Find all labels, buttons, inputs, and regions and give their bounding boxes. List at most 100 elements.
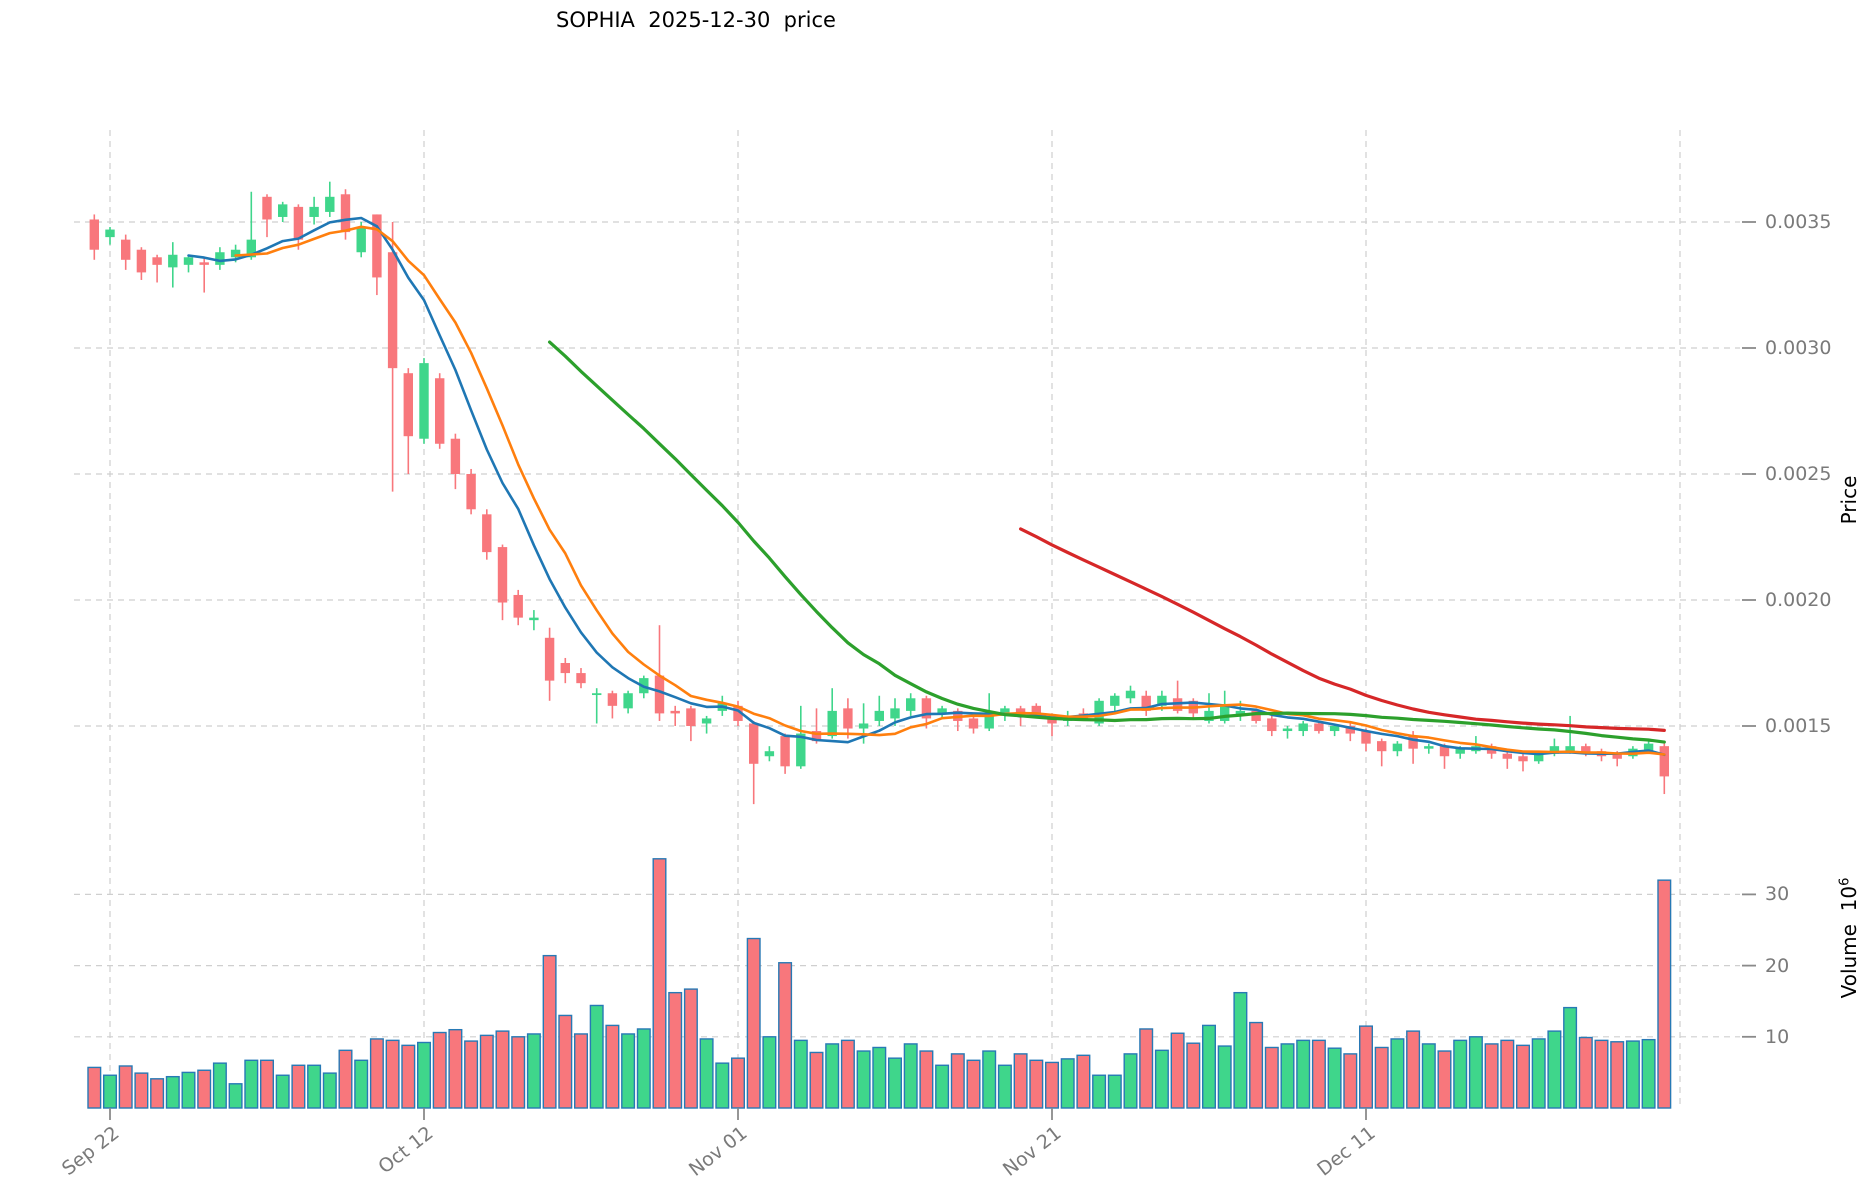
candle-body-down (654, 675, 665, 714)
volume-axis-label-text: Volume (1837, 924, 1861, 999)
volume-bar (872, 1046, 887, 1109)
chart-title: SOPHIA 2025-12-30 price (556, 8, 836, 32)
volume-bar (1233, 991, 1248, 1109)
volume-bar (244, 1059, 259, 1109)
volume-bar (1139, 1028, 1154, 1109)
volume-bar (1280, 1043, 1295, 1109)
candle-body-down (544, 637, 555, 681)
candle-body-down (450, 438, 461, 474)
volume-bar (1374, 1046, 1389, 1109)
volume-tick-label: 20 (1765, 954, 1790, 977)
volume-bar (1217, 1045, 1232, 1109)
volume-bar (574, 1033, 589, 1109)
candle-body-up (1000, 708, 1010, 716)
candle-body-down (262, 196, 272, 220)
volume-bar (715, 1062, 730, 1109)
candle-body-up (1220, 705, 1230, 721)
candle-body-up (246, 239, 256, 258)
volume-bar (652, 858, 667, 1109)
volume-bar (526, 1033, 541, 1109)
candle-body-up (529, 617, 539, 621)
volume-bar (448, 1028, 463, 1109)
candle-body-up (105, 229, 115, 238)
volume-bar (636, 1028, 651, 1109)
volume-bar (605, 1024, 620, 1109)
candle-body-down (1502, 753, 1512, 759)
volume-bar (134, 1072, 149, 1109)
candle-body-up (1110, 695, 1120, 706)
candle-body-up (592, 693, 602, 696)
candle-body-up (858, 723, 869, 729)
volume-bar (1625, 1040, 1640, 1109)
candle-body-down (686, 708, 696, 726)
candle-body-down (560, 663, 570, 674)
volume-bar (1484, 1043, 1499, 1109)
volume-bar (369, 1038, 384, 1109)
volume-bar (181, 1071, 196, 1109)
volume-bar (495, 1030, 510, 1109)
candle-body-down (1581, 746, 1591, 754)
volume-axis-label-base: 10 (1837, 885, 1861, 912)
volume-bar (511, 1036, 526, 1109)
candle-body-up (1424, 746, 1434, 749)
volume-bar (1107, 1074, 1122, 1109)
volume-bar (699, 1038, 714, 1109)
candle-body-down (121, 239, 131, 260)
volume-bar (1170, 1032, 1185, 1109)
volume-bar (1201, 1024, 1216, 1109)
candle-body-down (89, 219, 99, 250)
candle-body-up (984, 713, 994, 729)
volume-bar (683, 988, 698, 1109)
volume-bar (275, 1074, 290, 1109)
candle-body-down (1518, 756, 1528, 762)
candle-body-up (1534, 753, 1544, 762)
price-tick-label: 0.0035 (1765, 211, 1832, 233)
candle-body-down (607, 693, 618, 706)
candle-body-up (215, 252, 225, 265)
candle-body-up (1282, 728, 1293, 732)
volume-bar (809, 1051, 824, 1109)
candle-body-up (1565, 746, 1575, 752)
axis-tick-marks (109, 221, 1756, 1120)
volume-bar (1453, 1039, 1468, 1109)
volume-bar (464, 1040, 479, 1109)
volume-bar (668, 991, 683, 1109)
volume-bar (479, 1034, 494, 1109)
candle-body-down (576, 673, 586, 684)
volume-bar (385, 1039, 400, 1109)
candle-body-down (1377, 741, 1387, 752)
volume-bar (1296, 1039, 1311, 1109)
candle-body-down (1314, 723, 1324, 732)
volume-bar (1154, 1049, 1169, 1109)
volume-bar (950, 1053, 965, 1109)
candle-body-up (874, 710, 884, 721)
volume-bar (1610, 1041, 1625, 1109)
ma-line-sma7 (187, 216, 1666, 757)
volume-bar (1343, 1053, 1358, 1109)
price-tick-label: 0.0025 (1765, 463, 1832, 485)
volume-bar (1657, 879, 1672, 1109)
candle-body-down (435, 378, 445, 444)
candle-body-up (906, 698, 916, 711)
candle-body-up (1094, 700, 1104, 724)
candle-body-down (513, 594, 523, 618)
volume-bar (888, 1057, 903, 1109)
candle-body-down (670, 710, 680, 714)
candle-body-down (1439, 746, 1450, 757)
volume-bar (1563, 1006, 1578, 1109)
candle-body-down (1659, 746, 1669, 777)
price-tick-label: 0.0015 (1765, 715, 1832, 737)
volume-bar (793, 1039, 808, 1109)
candle-body-up (827, 710, 837, 737)
volume-tick-label: 30 (1765, 883, 1790, 906)
candle-body-up (230, 249, 241, 258)
candle-body-down (152, 257, 162, 265)
ma-line-sma60 (1018, 527, 1666, 733)
volume-bar (1044, 1061, 1059, 1109)
price-tick-label: 0.0030 (1765, 337, 1832, 359)
candle-body-up (1298, 723, 1308, 732)
volume-bars (87, 858, 1672, 1109)
candle-body-down (1267, 718, 1277, 732)
candle-body-up (1125, 690, 1136, 699)
volume-bar (322, 1072, 337, 1109)
